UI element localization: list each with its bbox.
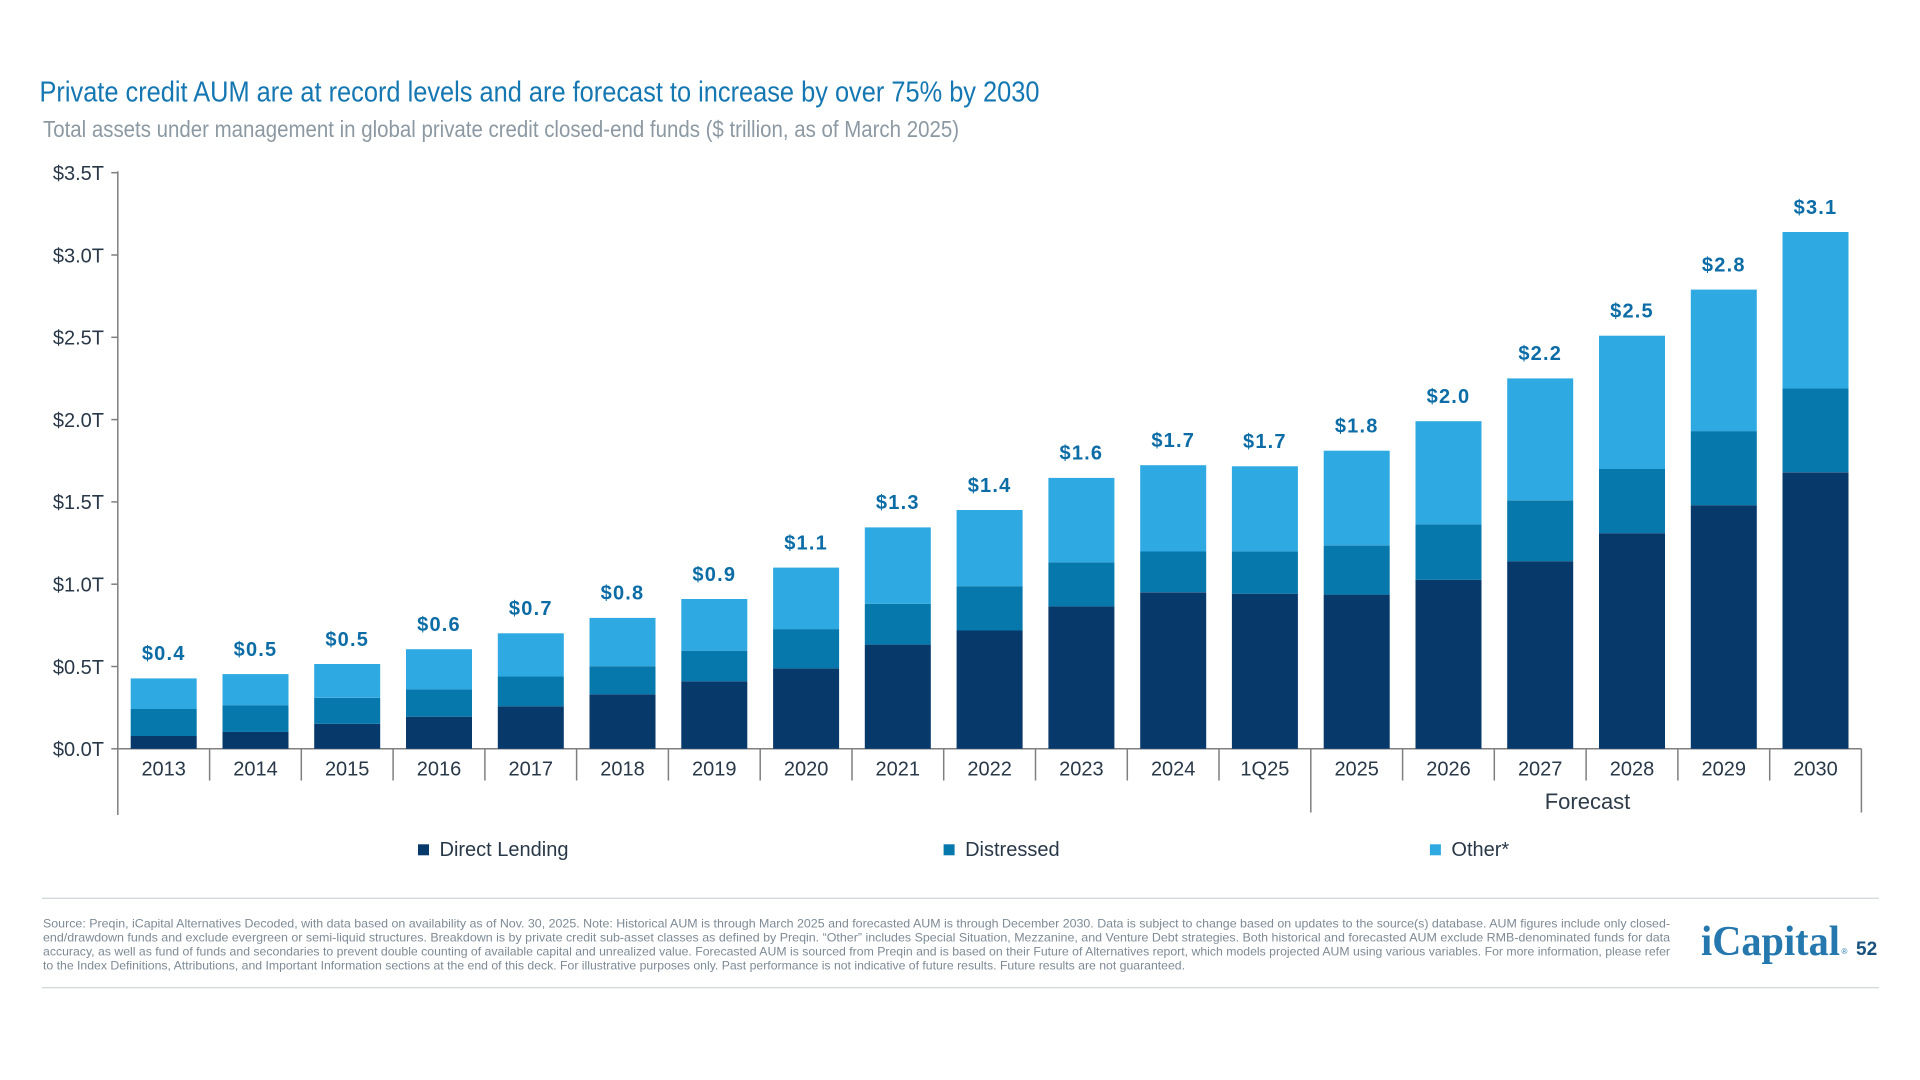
svg-text:$1.7: $1.7 xyxy=(1243,431,1287,453)
svg-text:$0.0T: $0.0T xyxy=(53,739,104,761)
svg-text:iCapital: iCapital xyxy=(1701,919,1840,965)
svg-text:2030: 2030 xyxy=(1793,759,1838,781)
svg-text:52: 52 xyxy=(1856,939,1877,960)
svg-text:®: ® xyxy=(1842,947,1848,956)
svg-text:Direct Lending: Direct Lending xyxy=(440,839,569,861)
svg-text:$1.1: $1.1 xyxy=(784,532,828,554)
svg-text:to the Index Definitions, Attr: to the Index Definitions, Attributions, … xyxy=(43,959,1185,973)
svg-text:$0.6: $0.6 xyxy=(417,614,461,636)
svg-text:$1.8: $1.8 xyxy=(1335,416,1379,438)
svg-text:2014: 2014 xyxy=(233,759,278,781)
svg-text:$2.5: $2.5 xyxy=(1610,301,1654,323)
svg-text:$1.0T: $1.0T xyxy=(53,575,104,597)
svg-text:2027: 2027 xyxy=(1518,759,1563,781)
svg-text:$1.4: $1.4 xyxy=(968,475,1012,497)
svg-text:$3.0T: $3.0T xyxy=(53,245,104,267)
svg-text:2022: 2022 xyxy=(967,759,1012,781)
svg-text:Forecast: Forecast xyxy=(1545,789,1631,814)
svg-text:2015: 2015 xyxy=(325,759,370,781)
svg-text:accuracy, as well as fund of f: accuracy, as well as fund of funds and s… xyxy=(43,945,1670,959)
svg-text:$0.5: $0.5 xyxy=(234,639,278,661)
svg-text:$0.5: $0.5 xyxy=(325,629,369,651)
svg-text:$2.0: $2.0 xyxy=(1427,386,1471,408)
svg-text:$0.8: $0.8 xyxy=(601,583,645,605)
svg-text:$0.9: $0.9 xyxy=(692,564,736,586)
svg-text:1Q25: 1Q25 xyxy=(1240,759,1289,781)
svg-text:$1.6: $1.6 xyxy=(1060,443,1104,465)
svg-text:$1.3: $1.3 xyxy=(876,492,920,514)
svg-text:2018: 2018 xyxy=(600,759,645,781)
svg-text:$0.4: $0.4 xyxy=(142,643,186,665)
svg-text:$1.5T: $1.5T xyxy=(53,492,104,514)
svg-text:$0.7: $0.7 xyxy=(509,598,553,620)
svg-text:Total assets under management: Total assets under management in global … xyxy=(43,116,959,142)
svg-text:2025: 2025 xyxy=(1334,759,1379,781)
svg-text:Distressed: Distressed xyxy=(965,839,1059,861)
svg-text:Private credit AUM are at reco: Private credit AUM are at record levels … xyxy=(40,76,1040,108)
svg-text:$2.2: $2.2 xyxy=(1518,343,1562,365)
svg-text:$1.7: $1.7 xyxy=(1151,430,1195,452)
svg-text:2020: 2020 xyxy=(784,759,829,781)
svg-text:2028: 2028 xyxy=(1610,759,1655,781)
svg-text:2016: 2016 xyxy=(417,759,462,781)
svg-text:2029: 2029 xyxy=(1702,759,1747,781)
svg-text:$2.5T: $2.5T xyxy=(53,328,104,350)
svg-text:$2.0T: $2.0T xyxy=(53,410,104,432)
svg-text:2017: 2017 xyxy=(509,759,554,781)
svg-text:Other*: Other* xyxy=(1451,839,1509,861)
svg-text:$3.1: $3.1 xyxy=(1794,197,1838,219)
svg-text:2024: 2024 xyxy=(1151,759,1196,781)
svg-text:Source: Preqin, iCapital Alter: Source: Preqin, iCapital Alternatives De… xyxy=(43,916,1670,930)
svg-text:2013: 2013 xyxy=(141,759,186,781)
svg-text:$3.5T: $3.5T xyxy=(53,163,104,185)
svg-text:$0.5T: $0.5T xyxy=(53,657,104,679)
svg-text:2021: 2021 xyxy=(876,759,921,781)
svg-text:2023: 2023 xyxy=(1059,759,1104,781)
svg-text:2019: 2019 xyxy=(692,759,737,781)
svg-text:end/drawdown funds and exclude: end/drawdown funds and exclude evergreen… xyxy=(43,930,1670,944)
svg-text:2026: 2026 xyxy=(1426,759,1471,781)
svg-text:$2.8: $2.8 xyxy=(1702,254,1746,276)
